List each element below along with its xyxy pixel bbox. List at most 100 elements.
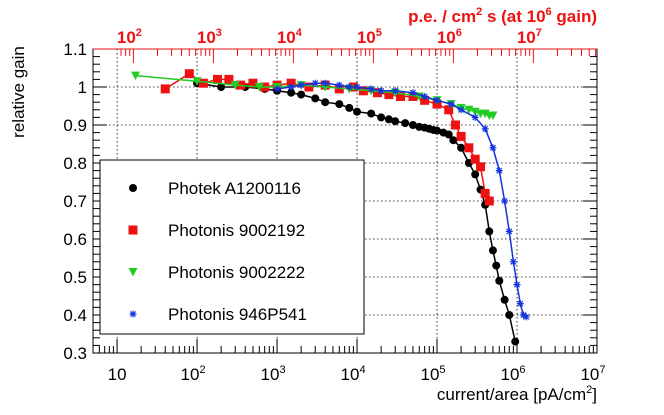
data-point bbox=[509, 258, 517, 266]
top-tick-label: 103 bbox=[197, 27, 222, 47]
x-tick-label: 103 bbox=[261, 364, 286, 384]
legend-box bbox=[99, 159, 365, 335]
data-point bbox=[304, 82, 314, 92]
data-point bbox=[485, 227, 494, 236]
data-point bbox=[421, 93, 429, 100]
legend-marker bbox=[128, 225, 138, 235]
data-point bbox=[286, 78, 296, 88]
data-point bbox=[353, 107, 362, 116]
top-tick-label: 102 bbox=[117, 27, 142, 47]
data-point bbox=[495, 276, 504, 285]
data-point bbox=[456, 131, 466, 141]
data-point bbox=[287, 83, 295, 91]
y-tick-label: 0.9 bbox=[63, 116, 87, 135]
x-tick-label: 107 bbox=[580, 364, 605, 384]
legend: Photek A1200116 Photonis 9002192 Photonis … bbox=[99, 159, 365, 335]
data-point bbox=[489, 144, 497, 152]
data-point bbox=[384, 90, 394, 100]
data-point bbox=[522, 313, 530, 321]
data-point bbox=[519, 311, 527, 319]
y-axis: 0.3 0.4 0.5 0.6 0.7 0.8 0.9 1 1.1 bbox=[63, 40, 597, 363]
data-point bbox=[470, 154, 480, 164]
data-point bbox=[273, 85, 281, 93]
legend-entry: Photonis 946P541 bbox=[129, 305, 307, 324]
data-point bbox=[311, 79, 319, 87]
legend-label: Photonis 946P541 bbox=[168, 305, 307, 324]
data-point bbox=[476, 162, 486, 172]
data-point bbox=[321, 79, 329, 87]
data-point bbox=[408, 92, 418, 101]
y-tick-label: 0.4 bbox=[63, 306, 87, 325]
data-point bbox=[501, 197, 509, 205]
data-point bbox=[353, 83, 361, 91]
data-point bbox=[391, 87, 399, 95]
data-point bbox=[334, 84, 344, 94]
data-point bbox=[401, 119, 410, 128]
x-axis: 10 102 103 104 105 106 107 bbox=[92, 339, 606, 384]
legend-label: Photek A1200116 bbox=[168, 179, 301, 198]
y-tick-label: 0.8 bbox=[63, 154, 87, 173]
data-point bbox=[254, 83, 264, 92]
y-tick-label: 1.1 bbox=[63, 40, 87, 59]
data-point bbox=[505, 311, 514, 319]
data-point bbox=[488, 246, 497, 255]
data-point bbox=[212, 74, 222, 84]
x-axis-label: current/area [pA/cm2] bbox=[437, 384, 597, 404]
data-point bbox=[488, 111, 498, 120]
y-tick-label: 0.3 bbox=[63, 344, 87, 363]
data-point bbox=[433, 96, 441, 104]
top-tick-label: 104 bbox=[277, 27, 303, 47]
data-point bbox=[345, 103, 354, 112]
top-tick-label: 105 bbox=[357, 27, 382, 47]
data-point bbox=[311, 94, 320, 103]
data-point bbox=[192, 77, 202, 86]
data-point bbox=[447, 100, 455, 108]
x-tick-label: 106 bbox=[500, 364, 525, 384]
legend-entry: Photek A1200116 bbox=[129, 179, 301, 198]
data-point bbox=[377, 113, 386, 122]
data-point bbox=[384, 115, 393, 124]
data-point bbox=[372, 88, 382, 98]
data-point bbox=[444, 105, 454, 115]
legend-entry: Photonis 9002222 bbox=[128, 263, 305, 282]
x-tick-label: 10 bbox=[108, 365, 127, 384]
top-axis-label: p.e. / cm2 s (at 106 gain) bbox=[408, 6, 597, 26]
data-point bbox=[396, 92, 406, 101]
data-point bbox=[198, 78, 208, 88]
data-point bbox=[505, 227, 513, 235]
data-point bbox=[408, 121, 417, 129]
data-point bbox=[391, 117, 400, 126]
top-axis: 102 103 104 105 106 107 bbox=[93, 27, 597, 63]
data-point bbox=[160, 84, 170, 94]
data-point bbox=[433, 126, 442, 135]
y-axis-label: relative gain bbox=[9, 46, 28, 138]
legend-marker bbox=[128, 268, 138, 277]
legend-marker bbox=[129, 184, 137, 192]
data-point bbox=[367, 85, 375, 93]
data-point bbox=[287, 88, 296, 97]
data-point bbox=[377, 87, 385, 95]
data-point bbox=[131, 71, 141, 81]
data-point bbox=[230, 81, 240, 90]
data-point bbox=[511, 337, 520, 346]
y-tick-label: 0.6 bbox=[63, 230, 87, 249]
data-point bbox=[500, 295, 509, 304]
legend-label: Photonis 9002192 bbox=[168, 221, 305, 240]
data-point bbox=[321, 98, 330, 107]
x-tick-label: 104 bbox=[341, 364, 366, 384]
data-point bbox=[495, 167, 503, 175]
data-point bbox=[420, 95, 430, 105]
data-point bbox=[449, 136, 458, 145]
data-point bbox=[444, 130, 453, 139]
legend-marker bbox=[129, 310, 137, 318]
y-tick-label: 1 bbox=[78, 78, 87, 97]
legend-entry: Photonis 9002192 bbox=[128, 221, 305, 240]
data-point bbox=[367, 109, 376, 118]
data-point bbox=[335, 100, 344, 109]
data-point bbox=[297, 90, 306, 99]
top-tick-label: 106 bbox=[437, 27, 462, 47]
data-point bbox=[248, 78, 258, 88]
data-point bbox=[457, 143, 466, 152]
data-point bbox=[484, 196, 494, 206]
